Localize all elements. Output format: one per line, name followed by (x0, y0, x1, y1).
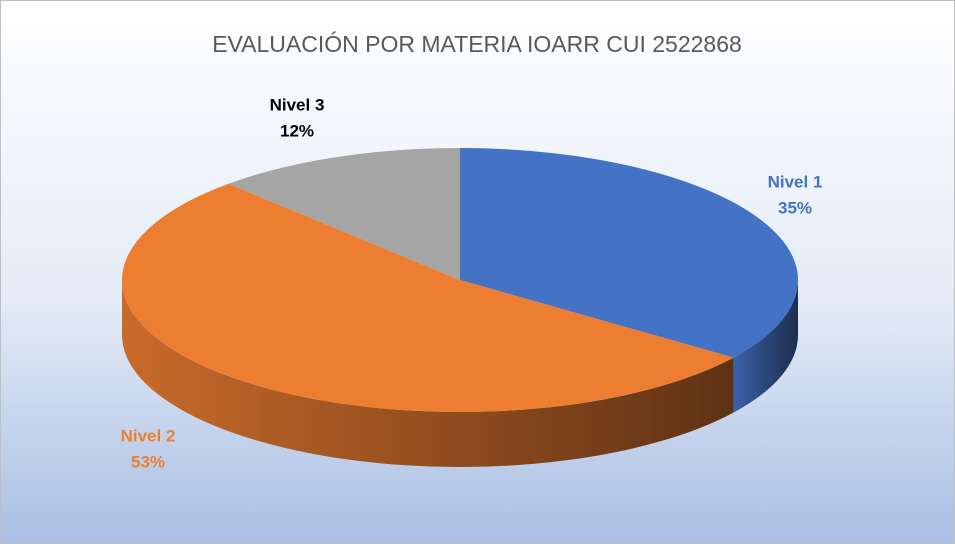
data-label-name: Nivel 2 (121, 426, 176, 445)
pie-slice-side (733, 280, 798, 413)
pie-slice (228, 148, 460, 280)
data-label-value: 53% (131, 452, 165, 471)
data-label-name: Nivel 1 (768, 172, 823, 191)
chart-title: EVALUACIÓN POR MATERIA IOARR CUI 2522868 (212, 31, 742, 57)
data-label-name: Nivel 3 (270, 95, 325, 114)
pie-slice-side (122, 280, 734, 467)
pie-slice (122, 183, 734, 412)
data-label-value: 35% (778, 198, 812, 217)
data-label-value: 12% (280, 121, 314, 140)
pie-slice (460, 148, 798, 358)
